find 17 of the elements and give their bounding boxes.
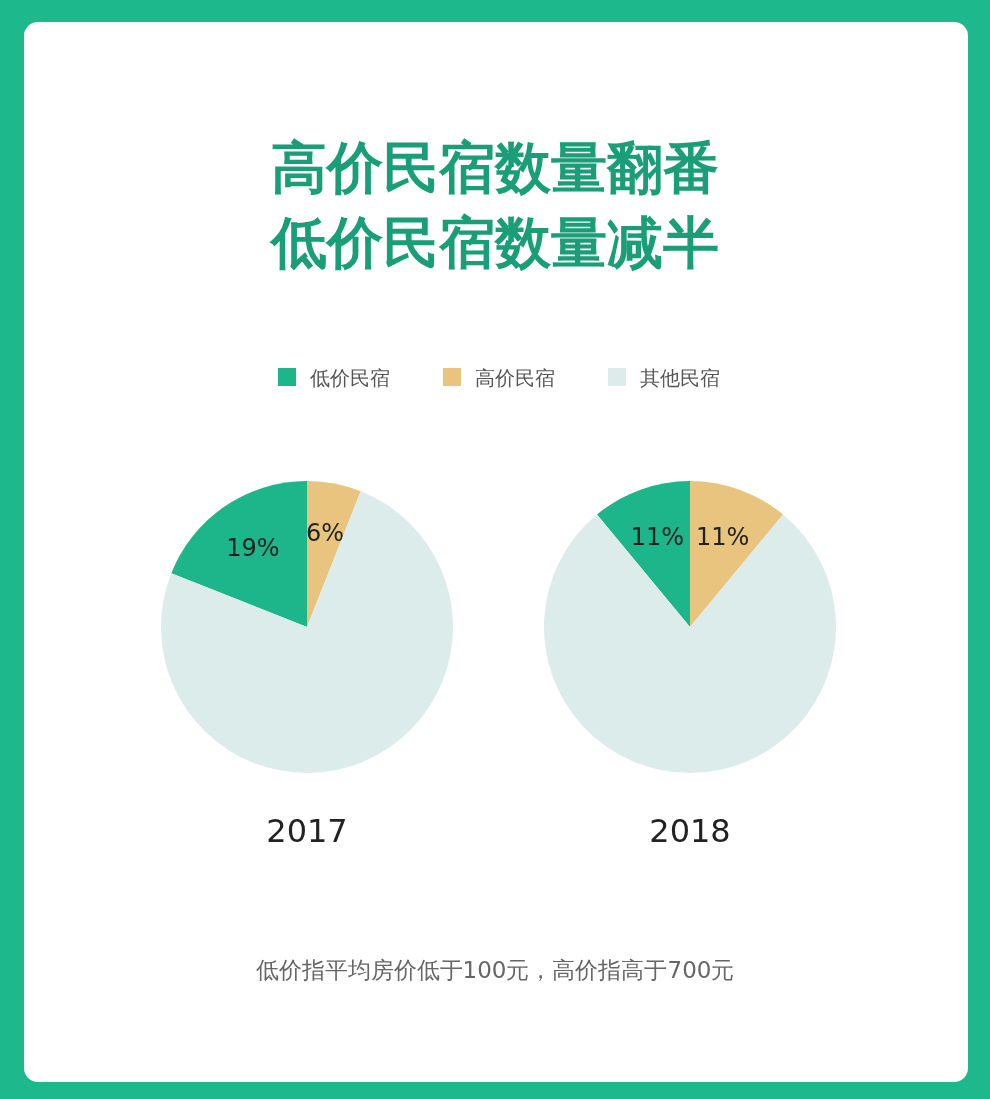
pie-slice <box>307 481 361 627</box>
legend-label: 其他民宿 <box>640 366 720 390</box>
data-label: 11% <box>695 523 750 552</box>
legend-label: 低价民宿 <box>310 366 390 390</box>
pie-slice <box>596 481 690 627</box>
text: 2017 <box>266 812 348 850</box>
pie-slice <box>544 514 836 773</box>
pie-slice <box>161 491 453 773</box>
data-label: 19% <box>226 534 280 563</box>
pie-slice <box>690 481 784 627</box>
chart-title: 高价民宿数量翻番低价民宿数量减半 <box>269 135 719 275</box>
text: 低价指平均房价低于100元，高价指高于700元 <box>255 957 735 983</box>
data-label: 11% <box>630 523 685 552</box>
legend-label: 高价民宿 <box>475 366 555 390</box>
data-label: 6% <box>306 519 345 548</box>
pie-slice <box>171 481 307 627</box>
text: 2018 <box>649 812 731 850</box>
